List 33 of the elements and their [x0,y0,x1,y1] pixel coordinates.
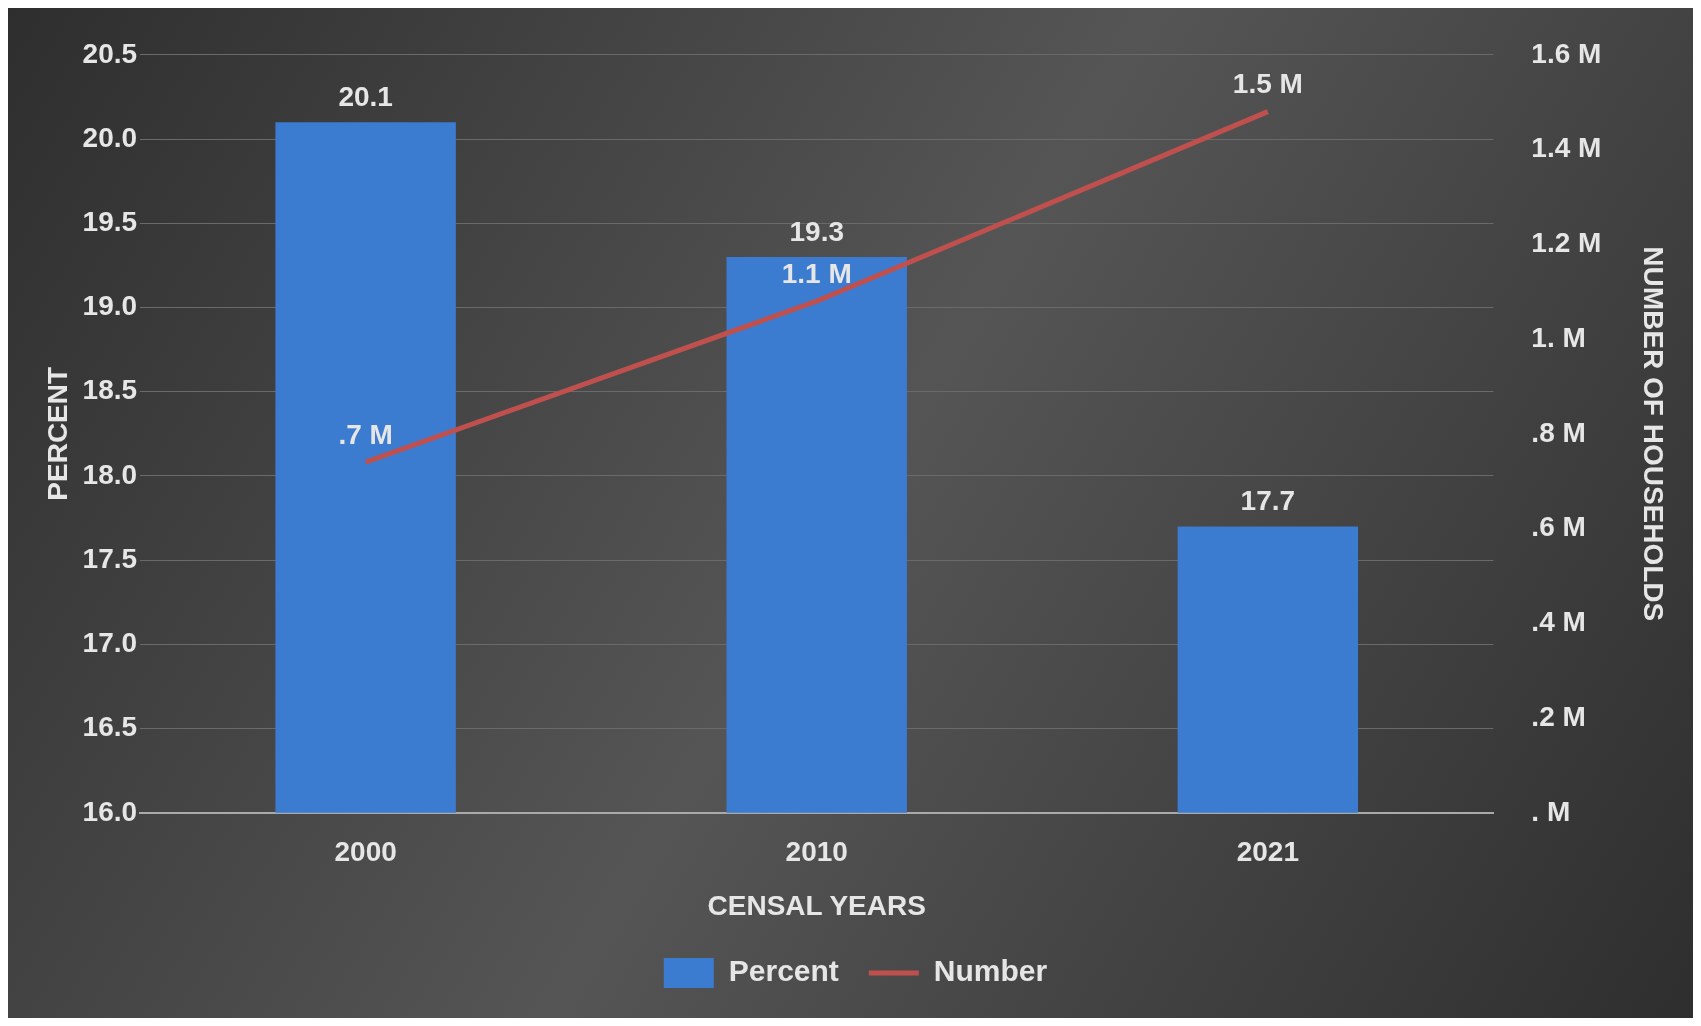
data-label: 19.3 [789,215,844,247]
y2-tick-label: . M [1531,795,1571,827]
y-tick-label: 17.0 [82,627,138,659]
data-label: .7 M [338,418,393,450]
data-label: 1.5 M [1232,68,1303,100]
y-tick-label: 17.5 [82,542,138,574]
y2-tick-label: 1.6 M [1531,37,1602,69]
y-tick-label: 16.5 [82,711,138,743]
y2-tick-label: 1.4 M [1531,132,1602,164]
y-tick-label: 19.5 [82,205,138,237]
data-label: 17.7 [1240,485,1296,517]
y-tick-label: 20.5 [82,37,138,69]
legend-label: Number [933,954,1048,988]
data-label: 20.1 [338,80,393,112]
y2-axis-title: NUMBER OF HOUSEHOLDS [1638,246,1670,622]
x-axis-title: CENSAL YEARS [707,889,926,921]
y-tick-label: 16.0 [82,795,138,827]
x-tick-label: 2010 [785,836,848,868]
y2-tick-label: .4 M [1531,606,1586,638]
data-label: 1.1 M [781,257,852,289]
y2-tick-label: .8 M [1531,416,1586,448]
x-tick-label: 2000 [334,836,397,868]
y2-tick-label: 1.2 M [1531,227,1602,259]
x-tick-label: 2021 [1236,836,1299,868]
y-tick-label: 18.5 [82,374,138,406]
y-axis-title: PERCENT [41,366,73,501]
y2-tick-label: 1. M [1531,321,1586,353]
legend-label: Percent [728,954,839,988]
y-tick-label: 20.0 [82,121,138,153]
y-tick-label: 19.0 [82,290,138,322]
y2-tick-label: .6 M [1531,511,1586,543]
y-tick-label: 18.0 [82,458,138,490]
y2-tick-label: .2 M [1531,700,1586,732]
